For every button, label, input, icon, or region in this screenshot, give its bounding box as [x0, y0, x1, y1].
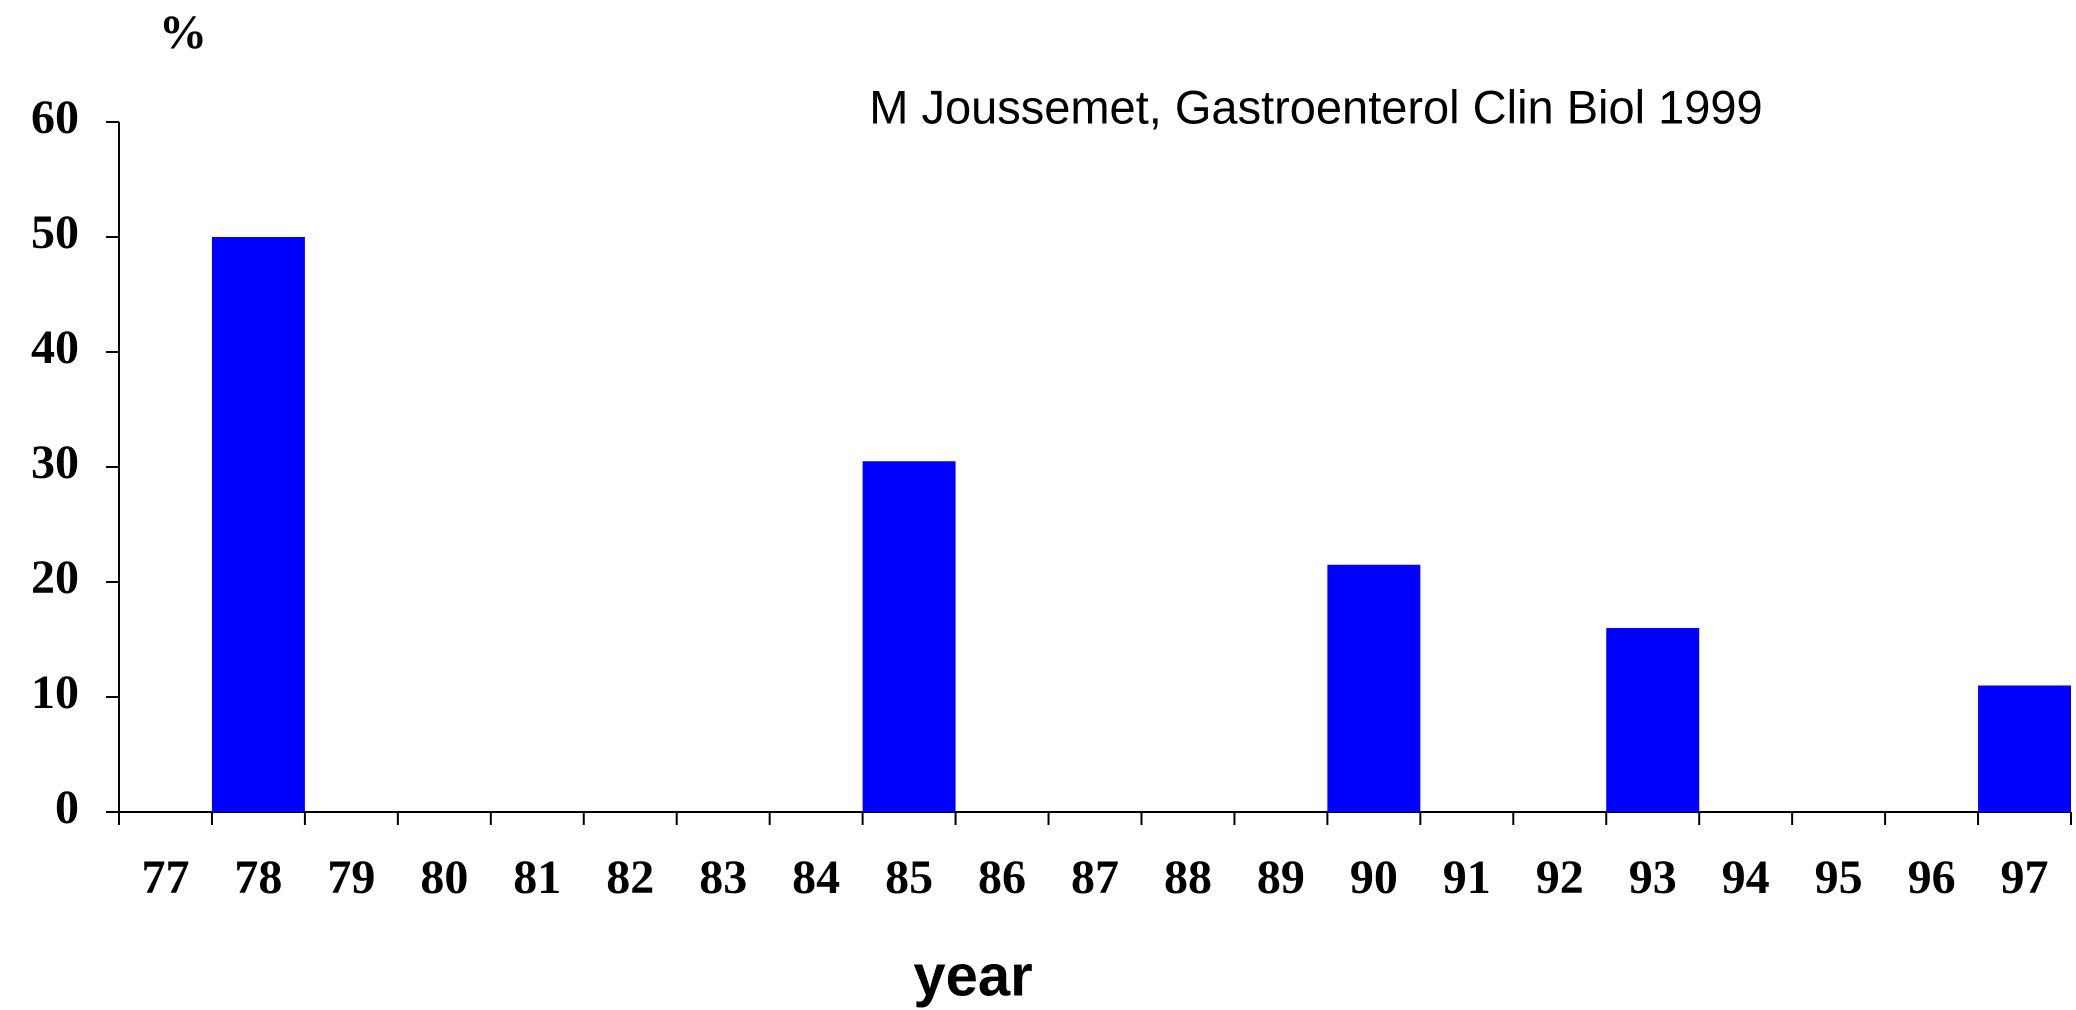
- bar: [211, 237, 305, 812]
- y-tick-label: 50: [31, 206, 79, 259]
- x-tick-label: 81: [513, 851, 561, 904]
- x-tick-label: 92: [1536, 851, 1584, 904]
- x-tick-label: 94: [1722, 851, 1770, 904]
- x-tick-label: 88: [1164, 851, 1212, 904]
- x-tick-label: 83: [699, 851, 747, 904]
- x-tick-label: 96: [1908, 851, 1956, 904]
- bar: [1606, 628, 1700, 812]
- x-tick-label: 85: [885, 851, 933, 904]
- y-tick-label: 60: [31, 91, 79, 144]
- x-tick-label: 78: [234, 851, 282, 904]
- x-tick-label: 97: [2001, 851, 2049, 904]
- y-tick-label: 0: [55, 781, 79, 834]
- x-tick-label: 82: [606, 851, 654, 904]
- bar: [862, 461, 956, 812]
- y-tick-label: 30: [31, 436, 79, 489]
- x-tick-label: 90: [1350, 851, 1398, 904]
- x-tick-label: 80: [420, 851, 468, 904]
- y-tick-label: 10: [31, 666, 79, 719]
- x-tick-label: 79: [327, 851, 375, 904]
- x-tick-label: 93: [1629, 851, 1677, 904]
- x-tick-label: 87: [1071, 851, 1119, 904]
- y-tick-label: 20: [31, 551, 79, 604]
- bar: [1327, 564, 1421, 812]
- x-tick-label: 89: [1257, 851, 1305, 904]
- x-tick-label: 84: [792, 851, 840, 904]
- x-tick-label: 91: [1443, 851, 1491, 904]
- chart-title: M Joussemet, Gastroenterol Clin Biol 199…: [869, 80, 1762, 133]
- x-tick-label: 86: [978, 851, 1026, 904]
- bar: [1978, 685, 2071, 812]
- x-tick-label: 77: [141, 851, 189, 904]
- y-axis-label: %: [159, 6, 207, 59]
- x-axis-label: year: [913, 943, 1032, 1008]
- y-tick-label: 40: [31, 321, 79, 374]
- x-tick-label: 95: [1815, 851, 1863, 904]
